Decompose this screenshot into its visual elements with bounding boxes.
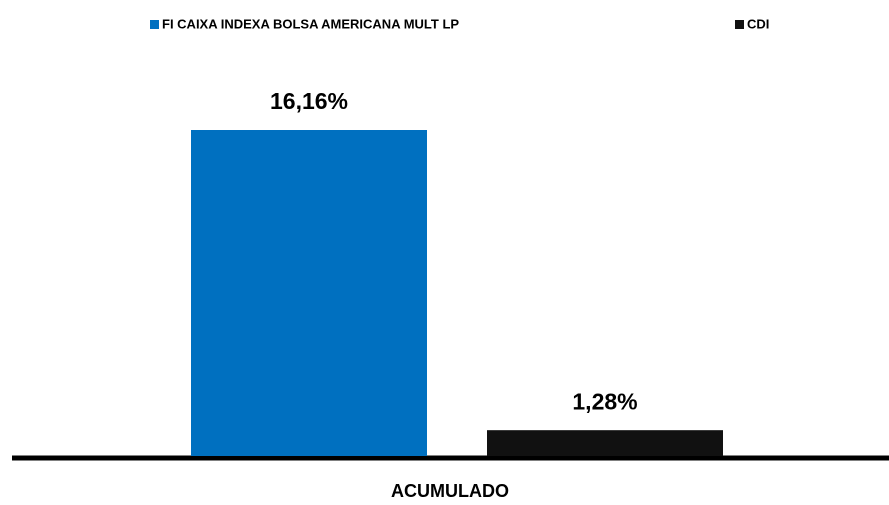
legend-label: FI CAIXA INDEXA BOLSA AMERICANA MULT LP bbox=[162, 16, 459, 31]
value-label: 16,16% bbox=[270, 88, 348, 114]
legend-swatch bbox=[150, 20, 159, 29]
legend-swatch bbox=[735, 20, 744, 29]
bar bbox=[487, 430, 723, 456]
bar bbox=[191, 130, 427, 456]
legend-label: CDI bbox=[747, 16, 769, 31]
value-label: 1,28% bbox=[572, 388, 637, 414]
category-label: ACUMULADO bbox=[391, 481, 509, 500]
